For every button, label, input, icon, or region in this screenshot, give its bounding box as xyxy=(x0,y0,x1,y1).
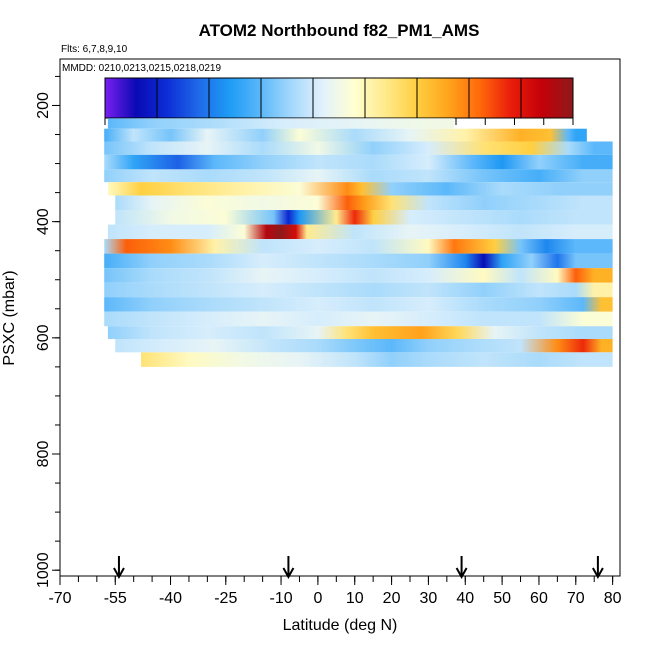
heatmap-band xyxy=(104,297,613,312)
x-tick-label: 20 xyxy=(383,590,401,607)
x-tick-label: 70 xyxy=(567,590,585,607)
x-tick-label: 50 xyxy=(493,590,511,607)
heatmap-band xyxy=(104,141,613,155)
x-tick-label: 60 xyxy=(530,590,548,607)
heatmap-band xyxy=(107,118,455,129)
heatmap-band xyxy=(104,253,613,269)
flights-label: Flts: 6,7,8,9,10 xyxy=(61,44,128,55)
dates-label: MMDD: 0210,0213,0215,0218,0219 xyxy=(62,63,221,74)
x-tick-label: -40 xyxy=(159,590,182,607)
flight-marker-arrow xyxy=(592,556,604,580)
heatmap-band xyxy=(104,311,613,327)
x-tick-label: 40 xyxy=(456,590,474,607)
heatmap-band xyxy=(104,169,613,183)
heatmap xyxy=(104,118,613,367)
flight-markers xyxy=(113,556,604,580)
x-tick-label: 80 xyxy=(604,590,622,607)
x-tick-label: 30 xyxy=(420,590,438,607)
x-tick-label: 0 xyxy=(313,590,322,607)
heatmap-band xyxy=(115,195,613,211)
y-tick-label: 1000 xyxy=(35,552,52,588)
x-axis-title: Latitude (deg N) xyxy=(283,617,398,634)
x-tick-label: -70 xyxy=(48,590,71,607)
heatmap-band xyxy=(104,154,613,170)
y-tick-label: 200 xyxy=(35,92,52,119)
x-tick-label: 10 xyxy=(346,590,364,607)
heatmap-band xyxy=(115,338,613,353)
x-tick-label: -10 xyxy=(269,590,292,607)
y-axis: 200 400 600 800 1000 xyxy=(35,75,60,588)
y-tick-label: 600 xyxy=(35,324,52,351)
heatmap-band xyxy=(107,224,613,240)
plot-frame xyxy=(59,58,621,577)
x-tick-label: -55 xyxy=(104,590,127,607)
y-axis-title: PSXC (mbar) xyxy=(1,270,18,365)
heatmap-band xyxy=(104,282,613,298)
x-tick-label: -25 xyxy=(214,590,237,607)
x-axis: -70 -55 -40 -25 -10 0 10 20 30 40 50 60 70 80 xyxy=(48,576,622,607)
heatmap-band xyxy=(104,128,587,142)
colorbar-gradient xyxy=(104,77,574,119)
heatmap-band xyxy=(141,352,613,367)
y-tick-label: 400 xyxy=(35,208,52,235)
y-tick-label: 800 xyxy=(35,441,52,468)
flight-marker-arrow xyxy=(282,556,295,580)
heatmap-band xyxy=(104,268,613,283)
heatmap-band xyxy=(107,182,613,196)
heatmap-band xyxy=(115,210,613,225)
heatmap-band xyxy=(104,239,613,254)
chart-title: ATOM2 Northbound f82_PM1_AMS xyxy=(199,21,480,40)
flight-marker-arrow xyxy=(113,556,125,580)
flight-marker-arrow xyxy=(455,556,468,580)
heatmap-band xyxy=(107,326,613,339)
